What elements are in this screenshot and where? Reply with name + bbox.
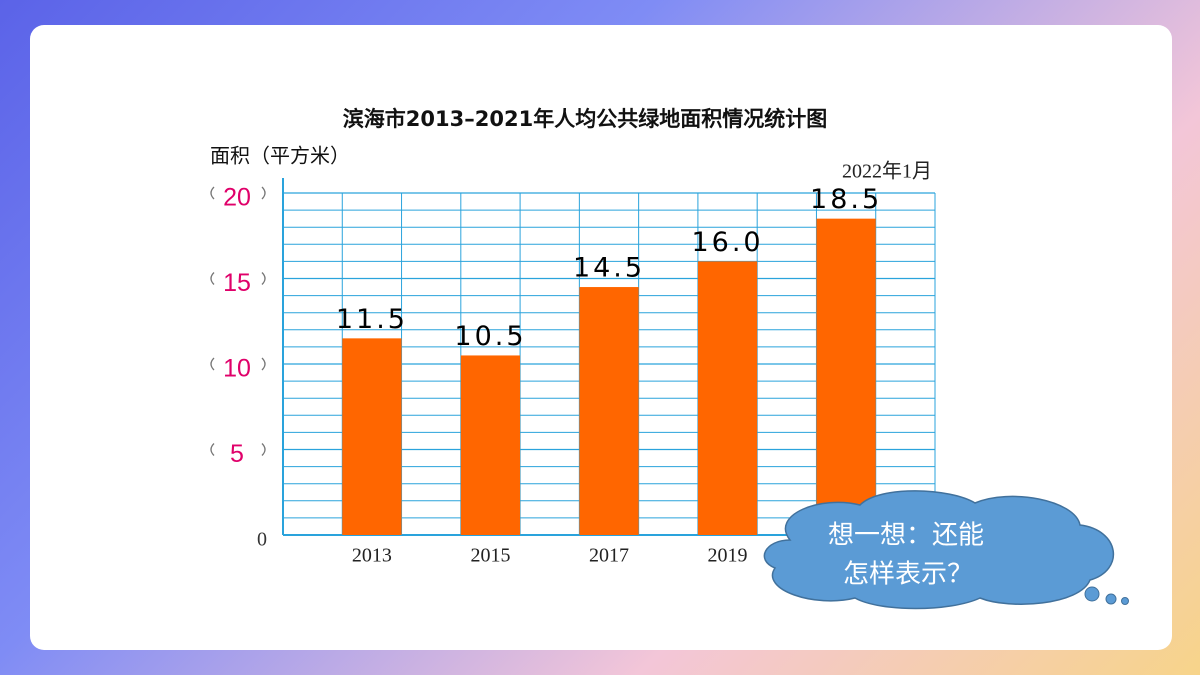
- x-tick-label: 2019: [708, 545, 748, 567]
- cloud: [763, 490, 1115, 610]
- cloud-dot: [1084, 586, 1100, 602]
- bar: [460, 355, 521, 535]
- y-tick-label: 10: [223, 355, 251, 383]
- x-tick-label: 2015: [470, 545, 510, 567]
- x-tick-label: 2013: [352, 545, 392, 567]
- date-note: 2022年1月: [842, 160, 932, 183]
- bracket: [261, 443, 266, 456]
- value-label: 16.0: [691, 227, 763, 258]
- y-tick-label: 5: [230, 440, 244, 468]
- bracket: [261, 272, 266, 285]
- y-tick-label: 20: [223, 184, 251, 212]
- callout-text: 想一想：还能: [828, 521, 984, 551]
- value-label: 11.5: [336, 304, 408, 335]
- bar: [342, 338, 402, 535]
- bar: [697, 261, 758, 535]
- bar: [579, 287, 639, 535]
- bracket: [210, 272, 215, 285]
- cloud-dot: [1121, 597, 1129, 605]
- x-tick-label: 2017: [589, 545, 629, 567]
- y-tick-label: 0: [257, 529, 267, 551]
- bracket: [261, 357, 266, 371]
- cloud-dot: [1105, 593, 1117, 605]
- chart-title: 滨海市2013–2021年人均公共绿地面积情况统计图: [343, 107, 827, 131]
- value-label: 18.5: [810, 184, 882, 215]
- bracket: [210, 186, 215, 200]
- callout-text: 怎样表示？: [843, 560, 973, 590]
- bar: [816, 218, 876, 535]
- value-label: 10.5: [454, 321, 526, 352]
- y-axis-label: 面积（平方米）: [210, 144, 350, 168]
- bracket: [210, 443, 215, 456]
- bracket: [210, 357, 215, 371]
- bracket: [261, 186, 266, 200]
- y-tick-label: 15: [223, 269, 251, 297]
- value-label: 14.5: [573, 253, 645, 284]
